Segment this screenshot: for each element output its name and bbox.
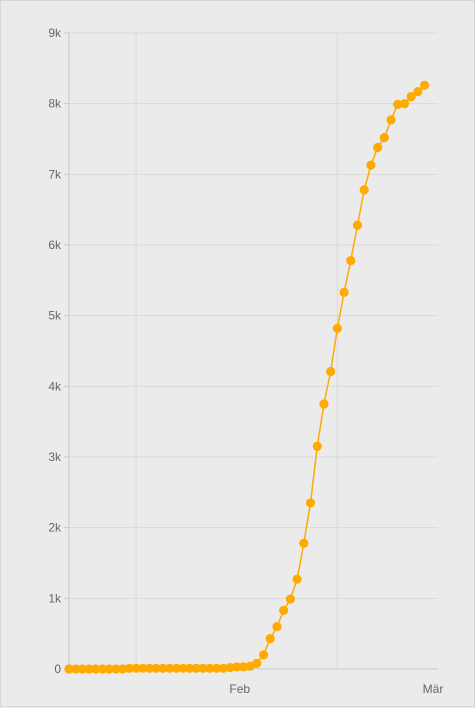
y-tick-label: 8k <box>48 97 62 111</box>
data-point[interactable] <box>406 92 416 102</box>
data-point[interactable] <box>138 663 148 673</box>
data-point[interactable] <box>399 99 410 109</box>
data-point[interactable] <box>178 663 188 673</box>
data-point[interactable] <box>393 99 403 109</box>
data-point[interactable] <box>419 80 430 90</box>
grid-layer <box>69 32 438 670</box>
y-tick-label: 1k <box>48 591 62 605</box>
data-point[interactable] <box>258 650 269 660</box>
y-tick-label: 7k <box>48 167 62 181</box>
data-point[interactable] <box>84 664 94 674</box>
data-point[interactable] <box>171 663 181 673</box>
series-line <box>69 84 426 670</box>
y-tick-label: 0 <box>54 662 61 676</box>
data-point[interactable] <box>191 663 202 673</box>
data-point[interactable] <box>386 115 396 125</box>
data-point[interactable] <box>252 658 262 668</box>
x-tick-label: Mär <box>423 682 444 696</box>
data-point[interactable] <box>292 574 302 584</box>
data-point[interactable] <box>198 663 208 673</box>
data-point[interactable] <box>379 132 389 143</box>
data-point[interactable] <box>312 441 322 451</box>
y-tick-label: 6k <box>48 238 62 252</box>
data-point[interactable] <box>339 287 349 297</box>
y-tick-label: 5k <box>48 309 62 323</box>
x-tick-label: Feb <box>229 682 250 696</box>
data-point[interactable] <box>185 663 195 673</box>
axis-layer <box>64 32 438 670</box>
label-layer: 0 1k 2k 3k 4k 5k 6k 7k 8k 9k Feb Mär <box>48 26 443 696</box>
data-point[interactable] <box>144 663 155 673</box>
data-point[interactable] <box>64 664 74 674</box>
data-point[interactable] <box>165 663 175 673</box>
data-point[interactable] <box>285 594 295 604</box>
data-point[interactable] <box>272 622 282 632</box>
data-point[interactable] <box>265 634 275 644</box>
data-point[interactable] <box>131 663 141 673</box>
data-point[interactable] <box>346 255 356 266</box>
data-point[interactable] <box>366 160 376 170</box>
y-tick-label: 3k <box>48 450 62 464</box>
series-layer <box>64 80 430 674</box>
data-point[interactable] <box>91 664 101 674</box>
data-point[interactable] <box>97 664 108 674</box>
data-point[interactable] <box>352 220 363 230</box>
data-point[interactable] <box>373 142 383 153</box>
data-point[interactable] <box>332 323 342 333</box>
data-point[interactable] <box>326 366 336 377</box>
data-point[interactable] <box>77 664 88 674</box>
data-point[interactable] <box>111 664 121 674</box>
data-point[interactable] <box>238 662 249 672</box>
data-point[interactable] <box>124 663 134 673</box>
data-point[interactable] <box>319 399 329 409</box>
data-point[interactable] <box>151 663 161 673</box>
data-point[interactable] <box>118 664 128 674</box>
data-point[interactable] <box>305 498 316 508</box>
y-tick-label: 4k <box>48 379 62 393</box>
y-tick-label: 9k <box>48 26 62 40</box>
data-point[interactable] <box>212 663 222 673</box>
data-point[interactable] <box>158 663 168 673</box>
data-point[interactable] <box>232 662 242 672</box>
data-point[interactable] <box>71 664 81 674</box>
data-point[interactable] <box>225 662 235 673</box>
data-point[interactable] <box>413 87 423 97</box>
data-point[interactable] <box>279 605 289 615</box>
data-point[interactable] <box>218 663 228 673</box>
data-point[interactable] <box>299 538 309 548</box>
data-point[interactable] <box>104 664 114 674</box>
data-point[interactable] <box>359 185 369 195</box>
data-point[interactable] <box>205 663 215 673</box>
y-tick-label: 2k <box>48 521 62 535</box>
